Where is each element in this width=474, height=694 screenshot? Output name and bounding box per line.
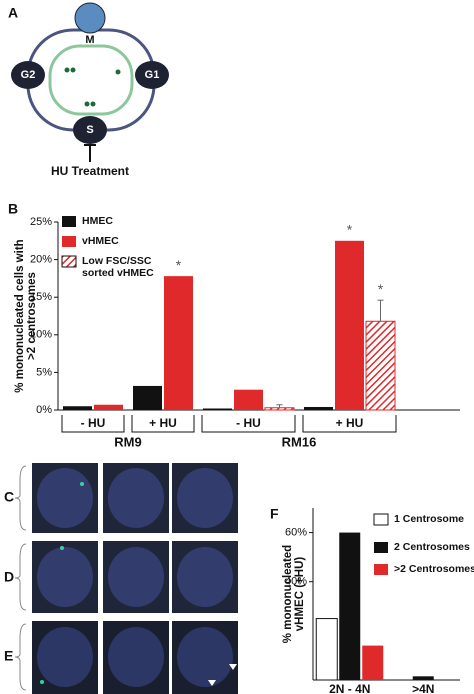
- treatment: HU Treatment: [51, 164, 129, 178]
- y-axis-label: % mononucleated: [282, 545, 294, 643]
- legend-label: vHMEC: [82, 235, 119, 247]
- phase: S: [86, 124, 93, 136]
- y-tick-label: 25%: [30, 216, 52, 228]
- bar: [203, 408, 232, 410]
- legend-swatch: [62, 216, 76, 227]
- x-tick-label: >4N: [412, 682, 434, 694]
- category-bracket: [302, 415, 397, 433]
- legend-label: Low FSC/SSC sorted vHMEC: [82, 255, 154, 279]
- bar: [365, 320, 396, 411]
- y-tick-label: 20%: [30, 254, 52, 266]
- bar: [94, 404, 123, 410]
- x-tick-label: - HU: [81, 416, 106, 430]
- bar: [234, 389, 263, 410]
- phase: G1: [145, 69, 160, 81]
- significance: *: [347, 222, 353, 238]
- bar: [63, 406, 92, 410]
- y-tick-label: 10%: [30, 329, 52, 341]
- bar: [339, 532, 361, 680]
- micrographs: [32, 463, 238, 694]
- significance: *: [176, 257, 182, 273]
- y-tick-label: 5%: [36, 366, 52, 378]
- bar: [133, 385, 162, 410]
- panel-label: D: [4, 569, 14, 585]
- bar: [164, 276, 193, 410]
- significance: *: [378, 281, 384, 297]
- legend-label: 2 Centrosomes: [394, 541, 470, 553]
- phase: M: [85, 34, 94, 46]
- bar: [264, 407, 295, 411]
- phase: G2: [21, 69, 36, 81]
- node: [135, 61, 169, 89]
- legend-label: >2 Centrosomes: [394, 563, 474, 575]
- group-label: RM16: [282, 434, 317, 449]
- cycle-inner: [48, 44, 134, 116]
- panel-label: B: [8, 201, 18, 217]
- legend-swatch: [62, 236, 76, 247]
- bar: [362, 645, 384, 680]
- y-tick-label: 15%: [30, 291, 52, 303]
- legend-label: 1 Centrosome: [394, 513, 465, 525]
- category-bracket: [131, 415, 195, 433]
- category-bracket: [61, 415, 125, 433]
- bar: [304, 406, 333, 410]
- x-tick-label: 2N - 4N: [329, 682, 370, 694]
- panel-label: A: [8, 5, 18, 21]
- panel-label: C: [4, 489, 14, 505]
- y-tick-label: 0%: [36, 404, 52, 416]
- bar: [412, 676, 434, 680]
- legend-label: HMEC: [82, 215, 113, 227]
- y-axis-label: vHMEC (+HU): [294, 557, 306, 632]
- mitosis-icon: [74, 2, 106, 34]
- y-tick-label: 40%: [285, 576, 307, 588]
- x-tick-label: + HU: [149, 416, 177, 430]
- panel-label: F: [270, 506, 279, 522]
- x-tick-label: + HU: [336, 416, 364, 430]
- y-axis-label: >2 centrosomes: [26, 272, 38, 360]
- group-label: RM9: [114, 434, 141, 449]
- legend-swatch: [374, 542, 388, 553]
- y-tick-label: 60%: [285, 526, 307, 538]
- node: [11, 61, 45, 89]
- node: [73, 116, 107, 144]
- legend-swatch: [61, 255, 77, 268]
- legend-swatch: [374, 564, 388, 575]
- category-bracket: [201, 415, 296, 433]
- x-tick-label: - HU: [236, 416, 261, 430]
- panel-label: E: [4, 648, 13, 664]
- y-axis-label: % mononucleated cells with: [14, 239, 26, 392]
- bar: [315, 618, 338, 681]
- legend-swatch: [373, 513, 389, 526]
- bar: [335, 240, 364, 410]
